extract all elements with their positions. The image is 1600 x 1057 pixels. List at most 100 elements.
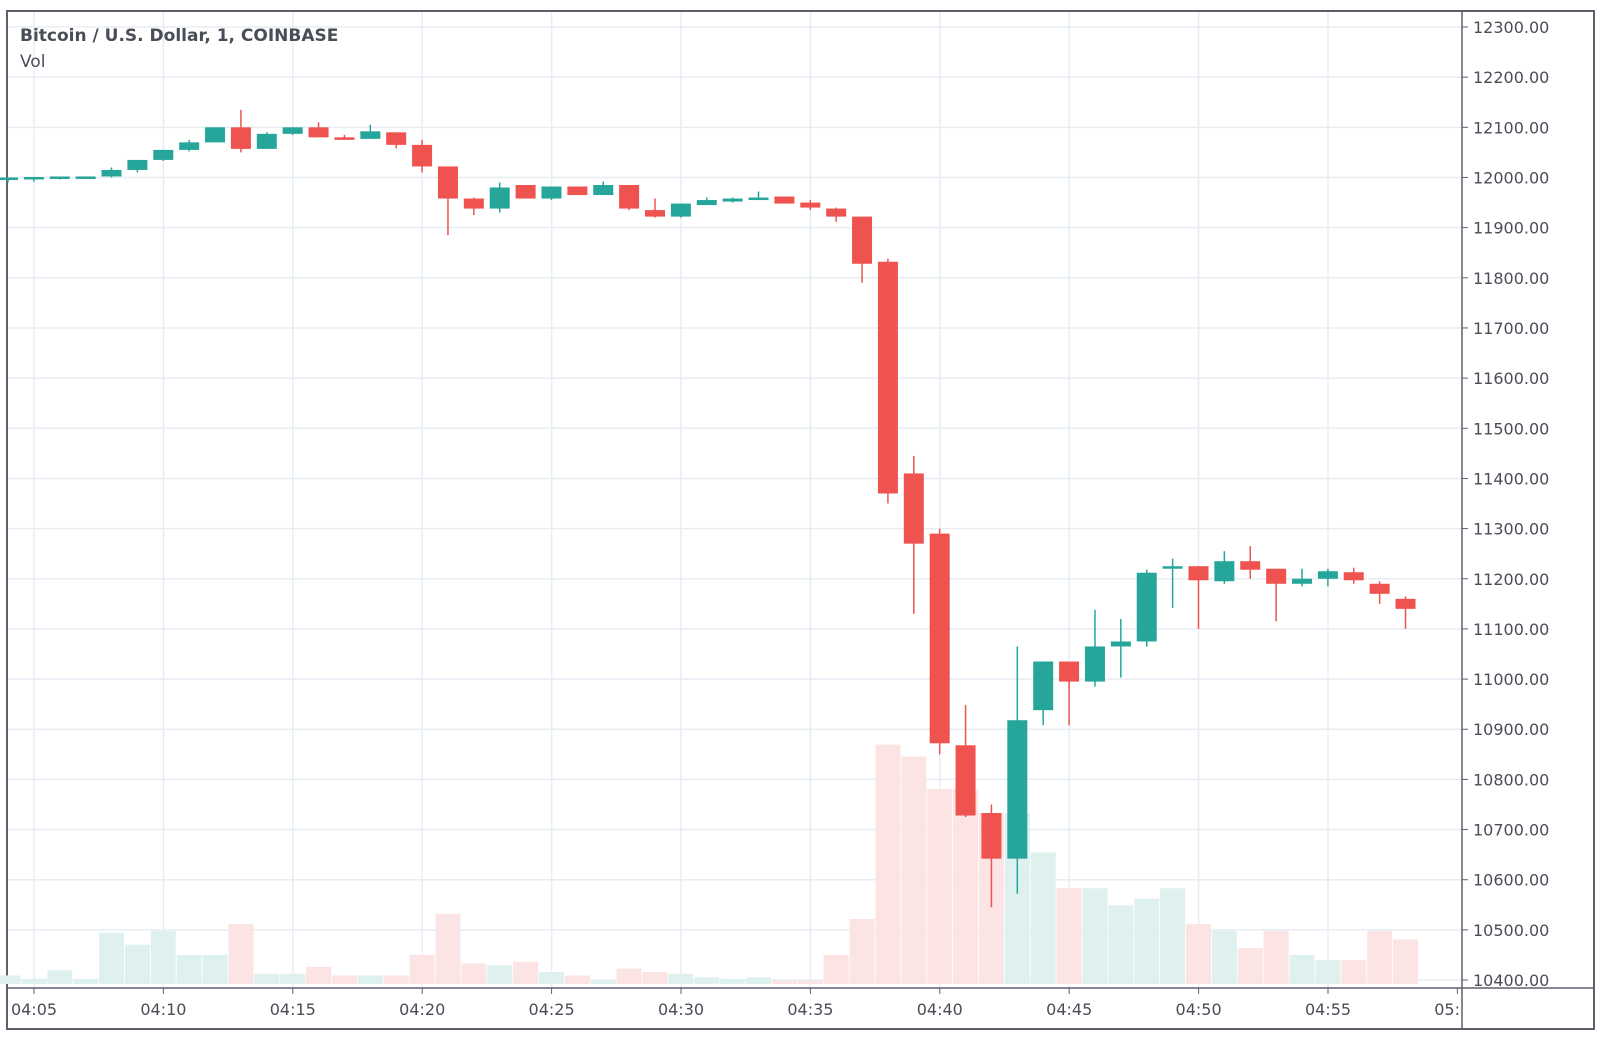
candle-up[interactable] (1162, 566, 1183, 569)
volume-bar[interactable] (306, 966, 332, 984)
candle-up[interactable] (0, 177, 18, 180)
candle-down[interactable] (463, 198, 484, 209)
candle-up[interactable] (670, 203, 691, 217)
volume-bar[interactable] (1185, 924, 1211, 984)
candle-up[interactable] (1110, 641, 1131, 647)
volume-bar[interactable] (901, 756, 927, 984)
candle-up[interactable] (127, 159, 148, 170)
volume-bar[interactable] (927, 789, 953, 984)
candle-up[interactable] (722, 198, 743, 202)
candle-up[interactable] (1214, 561, 1235, 582)
candle-down[interactable] (929, 533, 950, 744)
candle-up[interactable] (1033, 661, 1054, 711)
volume-bar[interactable] (1315, 960, 1341, 984)
volume-bar[interactable] (254, 973, 280, 984)
candle-up[interactable] (696, 200, 717, 206)
volume-bar[interactable] (538, 972, 564, 984)
candle-down[interactable] (308, 127, 329, 138)
volume-bar[interactable] (1030, 852, 1056, 984)
candle-up[interactable] (153, 149, 174, 160)
volume-bar[interactable] (124, 944, 150, 984)
volume-bar[interactable] (849, 919, 875, 984)
candle-up[interactable] (205, 127, 226, 143)
candle-up[interactable] (360, 131, 381, 139)
candle-down[interactable] (1369, 583, 1390, 594)
candle-down[interactable] (412, 144, 433, 167)
candle-down[interactable] (386, 132, 407, 145)
candle-up[interactable] (282, 127, 303, 134)
candle-up[interactable] (75, 176, 96, 179)
candle-down[interactable] (1188, 566, 1209, 581)
volume-bar[interactable] (1082, 888, 1108, 984)
volume-bar[interactable] (590, 980, 616, 984)
volume-bar[interactable] (73, 978, 99, 984)
volume-bar[interactable] (513, 961, 539, 984)
volume-bar[interactable] (746, 977, 772, 984)
candle-down[interactable] (567, 186, 588, 196)
volume-bar[interactable] (461, 963, 487, 984)
volume-bar[interactable] (47, 970, 73, 984)
candle-down[interactable] (877, 261, 898, 494)
volume-bar[interactable] (797, 980, 823, 984)
candle-up[interactable] (49, 176, 70, 179)
candle-up[interactable] (101, 169, 122, 177)
volume-bar[interactable] (771, 980, 797, 984)
candle-up[interactable] (489, 187, 510, 209)
candle-down[interactable] (1343, 572, 1364, 581)
candle-up[interactable] (748, 197, 769, 201)
volume-bar[interactable] (1211, 930, 1237, 984)
candle-down[interactable] (774, 196, 795, 204)
candle-down[interactable] (1266, 568, 1287, 584)
candle-down[interactable] (515, 185, 536, 199)
candle-up[interactable] (1084, 646, 1105, 682)
volume-bar[interactable] (150, 930, 176, 984)
volume-bar[interactable] (823, 954, 849, 984)
candle-down[interactable] (800, 202, 821, 208)
volume-bar[interactable] (616, 968, 642, 984)
volume-bar[interactable] (1237, 948, 1263, 984)
volume-bar[interactable] (435, 913, 461, 984)
candle-down[interactable] (230, 127, 251, 149)
candle-up[interactable] (179, 142, 200, 150)
volume-bar[interactable] (0, 975, 21, 984)
volume-bar[interactable] (21, 978, 47, 984)
candle-down[interactable] (1059, 661, 1080, 682)
candle-up[interactable] (256, 133, 277, 149)
candle-up[interactable] (1007, 720, 1028, 859)
candle-down[interactable] (1395, 598, 1416, 609)
candle-up[interactable] (1292, 578, 1312, 584)
volume-bar[interactable] (1108, 905, 1134, 984)
volume-bar[interactable] (228, 924, 254, 984)
volume-indicator-label[interactable]: Vol (20, 52, 46, 72)
candle-up[interactable] (593, 185, 614, 196)
candle-down[interactable] (1240, 561, 1261, 570)
candle-up[interactable] (541, 186, 562, 199)
volume-bar[interactable] (564, 975, 590, 984)
volume-bar[interactable] (409, 954, 435, 984)
volume-bar[interactable] (280, 973, 306, 984)
volume-bar[interactable] (176, 954, 202, 984)
candle-down[interactable] (437, 166, 458, 199)
candle-down[interactable] (903, 473, 924, 544)
volume-bar[interactable] (1056, 888, 1082, 984)
volume-bar[interactable] (875, 744, 901, 984)
candle-down[interactable] (334, 137, 355, 140)
volume-bar[interactable] (487, 965, 513, 984)
volume-bar[interactable] (1160, 888, 1186, 984)
candle-down[interactable] (852, 216, 873, 264)
volume-bar[interactable] (1134, 898, 1160, 985)
candle-up[interactable] (1136, 572, 1157, 642)
volume-bar[interactable] (1341, 960, 1367, 984)
candle-up[interactable] (23, 176, 44, 180)
volume-bar[interactable] (720, 978, 746, 984)
volume-bar[interactable] (99, 932, 125, 984)
candle-down[interactable] (645, 210, 665, 217)
candle-down[interactable] (955, 745, 976, 816)
volume-bar[interactable] (668, 973, 694, 984)
volume-bar[interactable] (642, 972, 668, 984)
volume-bar[interactable] (357, 975, 383, 984)
volume-bar[interactable] (202, 954, 228, 984)
volume-bar[interactable] (1263, 930, 1289, 984)
candle-down[interactable] (619, 185, 640, 209)
